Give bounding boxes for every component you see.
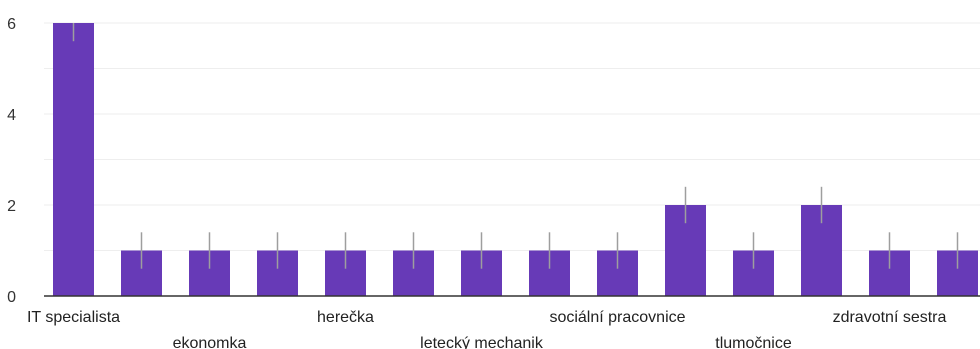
y-tick-label: 2 [7, 198, 16, 215]
y-tick-labels: 0 2 4 6 [7, 16, 16, 306]
bars [53, 23, 978, 296]
x-tick-label: tlumočnice [715, 335, 792, 349]
x-tick-label: IT specialista [27, 309, 120, 326]
x-tick-labels: IT specialista ekonomka herečka letecký mec… [27, 309, 947, 349]
x-tick-label: herečka [317, 309, 374, 326]
x-tick-label: sociální pracovnice [549, 309, 685, 326]
x-tick-label: ekonomka [173, 335, 247, 349]
y-tick-label: 0 [7, 289, 16, 306]
x-tick-label: zdravotní sestra [833, 309, 947, 326]
y-tick-label: 4 [7, 107, 16, 124]
x-tick-label: letecký mechanik [420, 335, 544, 349]
y-tick-label: 6 [7, 16, 16, 33]
error-bars [72, 23, 959, 269]
bar [53, 23, 94, 296]
